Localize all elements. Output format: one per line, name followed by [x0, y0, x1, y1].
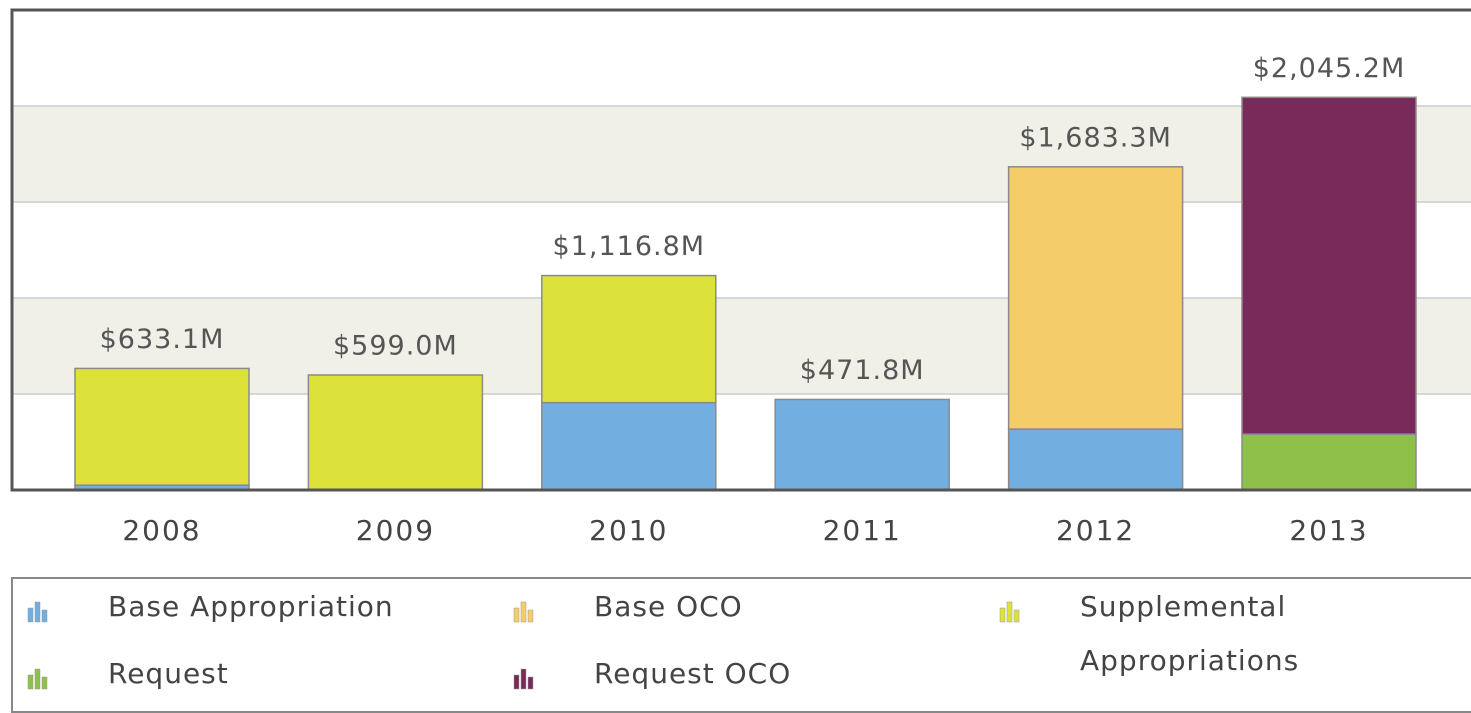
value-label: $471.8M — [800, 355, 925, 386]
x-tick-label: 2008 — [122, 514, 201, 547]
bar-segment — [774, 398, 950, 491]
bar-segment — [1241, 433, 1417, 491]
x-tick-label: 2011 — [823, 514, 902, 547]
x-tick-label: 2013 — [1289, 514, 1368, 547]
bar-segment — [1007, 166, 1184, 430]
bar-segment — [541, 401, 717, 491]
legend-icon — [41, 676, 48, 690]
legend-icon — [27, 674, 34, 690]
legend-icon — [520, 668, 527, 690]
bar-segment — [74, 367, 250, 486]
legend-icon — [999, 607, 1006, 623]
x-tick-label: 2010 — [589, 514, 668, 547]
bar-segment — [541, 274, 717, 404]
bar-segment — [1241, 96, 1417, 435]
value-label: $599.0M — [333, 330, 458, 361]
legend-label: Request OCO — [594, 657, 791, 690]
value-label: $1,683.3M — [1019, 122, 1172, 153]
legend-icon — [27, 607, 34, 623]
legend-icon — [520, 601, 527, 623]
legend-label: Request — [108, 657, 229, 690]
legend-icon — [34, 668, 41, 690]
legend-icon — [1006, 601, 1013, 623]
legend-label: Base Appropriation — [108, 590, 394, 623]
bar-segment — [1007, 428, 1184, 491]
legend-icon — [513, 607, 520, 623]
legend-icon — [1013, 609, 1020, 623]
legend-icon — [527, 676, 534, 690]
grid-band — [12, 298, 1471, 394]
value-label: $1,116.8M — [553, 231, 706, 262]
plot-frame — [10, 8, 1471, 492]
legend-icon — [41, 609, 48, 623]
legend-label: Supplemental Appropriations — [1080, 590, 1299, 677]
legend-icon — [527, 609, 534, 623]
legend-box — [11, 577, 1471, 713]
x-tick-label: 2009 — [356, 514, 435, 547]
value-label: $633.1M — [100, 324, 225, 355]
legend-icon — [513, 674, 520, 690]
x-tick-label: 2012 — [1056, 514, 1135, 547]
legend-icon — [34, 601, 41, 623]
legend-label: Base OCO — [594, 590, 743, 623]
bar-segment — [307, 374, 484, 491]
value-label: $2,045.2M — [1253, 53, 1406, 84]
grid-band — [12, 106, 1471, 202]
